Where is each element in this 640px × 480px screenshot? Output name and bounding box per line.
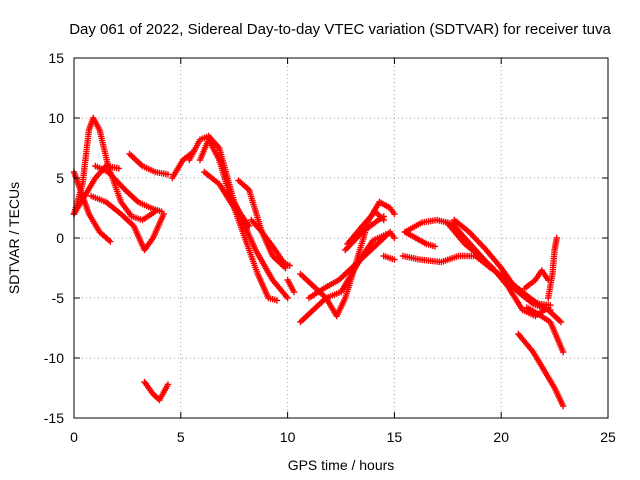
series-arc-10 [196, 136, 253, 230]
series-arc-25 [451, 216, 554, 309]
y-axis-label: SDTVAR / TECUs [6, 182, 22, 294]
series-arc-24 [444, 220, 552, 320]
y-tick-label: -10 [44, 350, 64, 366]
data-points [70, 114, 567, 410]
x-axis-label: GPS time / hours [288, 457, 395, 473]
grid-lines [74, 58, 608, 418]
x-tick-label: 0 [70, 429, 78, 445]
y-tick-label: 10 [48, 110, 64, 126]
series-arc-4 [87, 192, 167, 254]
x-tick-label: 5 [177, 429, 185, 445]
data-point [559, 348, 567, 356]
axis-ticks: 0 5 10 15 20 25 -15 -10 -5 0 5 10 15 [44, 50, 616, 445]
series-arc-29 [521, 267, 552, 292]
data-point [158, 208, 165, 215]
series-arc-14 [284, 276, 298, 296]
data-point [107, 238, 114, 245]
series-arc-30 [544, 234, 560, 302]
series-arc-17 [305, 228, 398, 302]
y-tick-label: 5 [56, 170, 64, 186]
data-point [245, 222, 253, 230]
series-arc-11 [201, 168, 281, 304]
series-arc-19 [344, 208, 387, 248]
data-point [391, 210, 398, 218]
chart-title: Day 061 of 2022, Sidereal Day-to-day VTE… [69, 21, 611, 38]
data-point [164, 381, 172, 388]
data-point [391, 234, 398, 242]
series-arc-5 [92, 162, 165, 215]
y-tick-label: -15 [44, 410, 64, 426]
data-point [164, 171, 172, 178]
y-tick-label: 15 [48, 50, 64, 66]
data-point [547, 302, 554, 309]
data-point [286, 262, 293, 269]
data-point [431, 243, 439, 250]
x-tick-label: 10 [280, 429, 296, 445]
data-point [391, 256, 398, 263]
x-tick-label: 15 [387, 429, 403, 445]
series-arc-28 [515, 330, 567, 410]
series-arc-7 [141, 378, 172, 404]
data-point [284, 294, 291, 302]
data-point [380, 216, 387, 224]
data-point [282, 264, 289, 272]
series-arc-6 [126, 150, 172, 178]
y-tick-label: 0 [56, 230, 64, 246]
series-arc-27 [523, 304, 567, 356]
series-arc-22 [401, 228, 439, 250]
series-arc-13 [248, 216, 289, 272]
data-point [559, 402, 567, 410]
series-arc-21 [401, 216, 490, 266]
series-arc-26 [498, 264, 565, 326]
series-arc-3 [70, 162, 123, 218]
x-tick-label: 20 [493, 429, 509, 445]
data-point [553, 234, 560, 242]
x-tick-label: 25 [600, 429, 616, 445]
y-tick-label: -5 [52, 290, 65, 306]
data-point [273, 297, 281, 304]
data-point [290, 288, 298, 296]
data-point [115, 165, 123, 172]
data-point [557, 318, 565, 326]
series-arc-20 [380, 252, 398, 263]
